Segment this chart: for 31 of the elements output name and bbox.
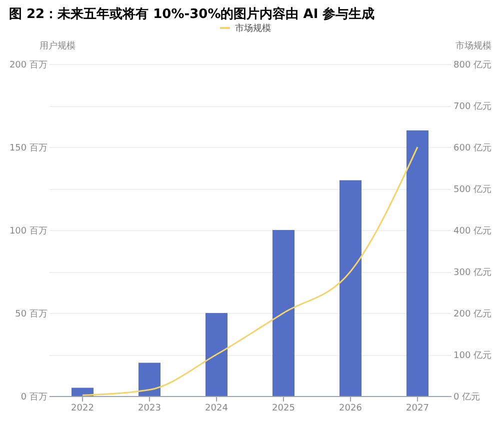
x-tick-label: 2023 xyxy=(138,404,161,414)
bar xyxy=(206,313,228,396)
y-tick-label: 50 百万 xyxy=(15,310,48,320)
x-tick-label: 2024 xyxy=(205,404,228,414)
x-tick-label: 2022 xyxy=(71,404,94,414)
y2-axis-title: 市场规模 xyxy=(456,40,492,52)
chart-title: 图 22：未来五年或将有 10%-30%的图片内容由 AI 参与生成 xyxy=(8,6,375,22)
bar xyxy=(272,230,294,396)
y-tick-label: 100 百万 xyxy=(9,226,48,236)
y2-tick-label: 800 亿元 xyxy=(454,60,492,70)
y2-tick-label: 300 亿元 xyxy=(454,267,492,278)
bar xyxy=(340,180,362,396)
y2-tick-label: 100 亿元 xyxy=(454,350,492,361)
line-series xyxy=(82,146,418,396)
legend-label: 市场规模 xyxy=(235,23,271,34)
y-tick-label: 200 百万 xyxy=(9,60,48,70)
y2-tick-label: 700 亿元 xyxy=(454,101,492,112)
y-tick-label: 0 百万 xyxy=(20,392,48,402)
x-tick-label: 2027 xyxy=(406,404,429,414)
y-tick-label: 150 百万 xyxy=(9,144,48,154)
bar xyxy=(72,388,94,396)
x-tick-label: 2026 xyxy=(339,404,362,414)
y2-tick-label: 400 亿元 xyxy=(454,226,492,236)
y-axis-title: 用户规模 xyxy=(40,40,76,52)
bar xyxy=(138,362,160,396)
y2-tick-label: 0 亿元 xyxy=(454,392,480,402)
y2-tick-label: 200 亿元 xyxy=(454,308,492,320)
y2-tick-label: 600 亿元 xyxy=(454,142,492,154)
y2-tick-label: 500 亿元 xyxy=(454,184,492,195)
bar xyxy=(406,130,428,396)
x-tick-label: 2025 xyxy=(272,404,295,414)
